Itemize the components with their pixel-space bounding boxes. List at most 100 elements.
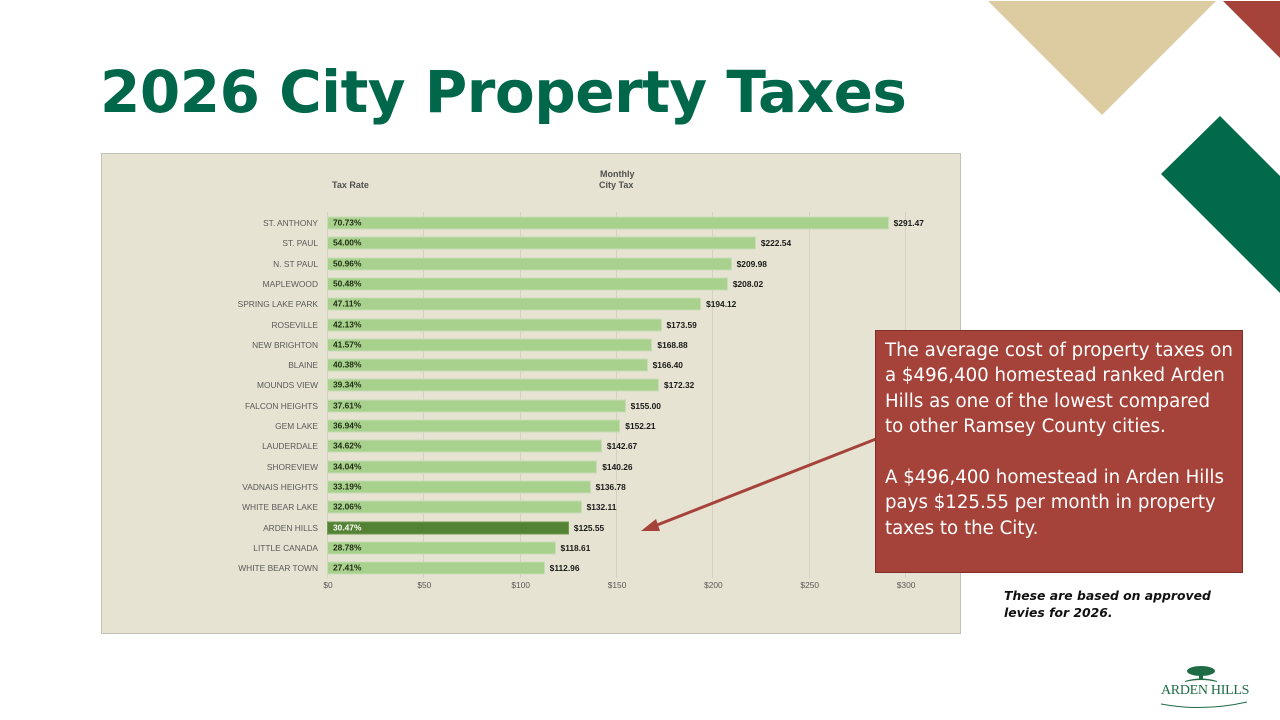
tax-rate-label: 36.94% xyxy=(333,420,362,431)
tax-rate-label: 50.96% xyxy=(333,258,362,269)
tax-rate-label: 40.38% xyxy=(333,359,362,370)
monthly-tax-label: $222.54 xyxy=(760,238,792,249)
callout-box: The average cost of property taxes on a … xyxy=(875,330,1243,573)
city-label: LAUDERDALE xyxy=(262,441,318,452)
arden-hills-logo: ARDEN HILLS xyxy=(1157,664,1249,710)
x-axis-tick-label: $100 xyxy=(511,580,531,591)
gridline xyxy=(327,212,328,579)
bar: 27.41% xyxy=(327,561,545,575)
city-label: SHOREVIEW xyxy=(266,461,318,472)
monthly-tax-label: $125.55 xyxy=(573,522,605,533)
gridline xyxy=(616,212,618,579)
tax-rate-label: 34.62% xyxy=(333,440,362,451)
gridline xyxy=(808,212,810,579)
gridline xyxy=(712,212,714,579)
bar: 34.62% xyxy=(327,439,602,453)
bar: 39.34% xyxy=(327,378,660,392)
tax-rate-label: 41.57% xyxy=(333,339,362,350)
red-triangle-shape xyxy=(1223,1,1280,58)
bar: 36.94% xyxy=(327,419,621,433)
monthly-tax-label: $209.98 xyxy=(736,258,767,269)
monthly-tax-label: $112.96 xyxy=(549,563,580,574)
x-axis-tick-label: $200 xyxy=(704,580,723,591)
bar: 50.48% xyxy=(327,277,728,291)
city-label: ARDEN HILLS xyxy=(263,522,318,533)
page-title: 2026 City Property Taxes xyxy=(100,58,907,126)
bar: 37.61% xyxy=(327,399,626,413)
tax-rate-label: 30.47% xyxy=(333,522,362,532)
tax-rate-label: 70.73% xyxy=(333,217,362,228)
city-label: LITTLE CANADA xyxy=(253,542,318,553)
callout-paragraph-2: A $496,400 homestead in Arden Hills pays… xyxy=(885,467,1224,539)
city-label: BLAINE xyxy=(288,360,318,371)
city-label: FALCON HEIGHTS xyxy=(244,400,318,411)
monthly-tax-label: $172.32 xyxy=(664,380,695,391)
monthly-tax-label: $208.02 xyxy=(732,278,764,289)
footnote: These are based on approved levies for 2… xyxy=(1004,588,1211,620)
monthly-tax-label: $168.88 xyxy=(657,339,688,350)
monthly-tax-label: $136.78 xyxy=(595,481,626,492)
city-label: NEW BRIGHTON xyxy=(252,339,318,350)
monthly-tax-label: $132.11 xyxy=(586,502,617,513)
monthly-tax-header: Monthly City Tax xyxy=(599,169,635,191)
tax-rate-label: 28.78% xyxy=(333,542,362,553)
highlighted-bar: 30.47% xyxy=(327,521,569,534)
tax-rate-label: 47.11% xyxy=(333,298,361,309)
x-axis-tick-label: $150 xyxy=(607,580,627,591)
bar: 28.78% xyxy=(327,541,556,555)
city-label: MAPLEWOOD xyxy=(262,278,318,289)
city-label: ST. PAUL xyxy=(282,238,318,249)
monthly-tax-header-line1: Monthly xyxy=(600,169,635,179)
city-label: MOUNDS VIEW xyxy=(257,380,318,391)
x-axis-tick-label: $300 xyxy=(896,580,916,591)
monthly-tax-label: $166.40 xyxy=(652,360,683,371)
bar: 47.11% xyxy=(327,297,702,311)
city-label: VADNAIS HEIGHTS xyxy=(242,481,318,492)
tax-rate-label: 54.00% xyxy=(333,237,362,248)
tax-chart: Tax Rate Monthly City Tax ST. ANTHONY 70.… xyxy=(101,153,961,634)
monthly-tax-label: $155.00 xyxy=(630,400,661,411)
tax-rate-label: 34.04% xyxy=(333,461,362,472)
monthly-tax-label: $194.12 xyxy=(706,299,737,310)
bar: 50.96% xyxy=(327,257,732,271)
bar: 34.04% xyxy=(327,460,598,474)
monthly-tax-label: $140.26 xyxy=(602,461,633,472)
tax-rate-label: 39.34% xyxy=(333,379,362,390)
city-label: ROSEVILLE xyxy=(271,319,318,330)
bar: 41.57% xyxy=(327,338,653,352)
tax-rate-label: 27.41% xyxy=(333,562,362,573)
tax-rate-label: 50.48% xyxy=(333,278,362,289)
tax-rate-label: 32.06% xyxy=(333,501,362,512)
bar: 40.38% xyxy=(327,358,648,372)
tax-rate-header: Tax Rate xyxy=(332,180,369,190)
logo-text: ARDEN HILLS xyxy=(1161,683,1250,698)
bar: 70.73% xyxy=(327,216,889,230)
gridline xyxy=(519,212,521,579)
bar: 42.13% xyxy=(327,318,662,331)
x-axis-tick-label: $0 xyxy=(323,580,333,591)
city-label: N. ST PAUL xyxy=(273,258,318,269)
city-label: WHITE BEAR LAKE xyxy=(242,502,318,513)
x-axis-tick-label: $50 xyxy=(417,580,432,591)
tax-rate-label: 33.19% xyxy=(333,481,362,492)
tan-triangle-shape xyxy=(988,1,1216,115)
tax-rate-label: 42.13% xyxy=(333,319,362,329)
monthly-tax-header-line2: City Tax xyxy=(599,180,634,190)
tree-icon xyxy=(1160,666,1248,709)
monthly-tax-label: $142.67 xyxy=(606,441,638,452)
gridline xyxy=(423,212,425,579)
bar: 33.19% xyxy=(327,480,591,494)
monthly-tax-label: $118.61 xyxy=(560,542,591,553)
city-label: ST. ANTHONY xyxy=(263,218,318,228)
callout-paragraph-1: The average cost of property taxes on a … xyxy=(885,340,1233,438)
bar: 32.06% xyxy=(327,500,582,514)
monthly-tax-label: $152.21 xyxy=(625,421,656,431)
city-label: SPRING LAKE PARK xyxy=(237,299,318,310)
x-axis-tick-label: $250 xyxy=(800,580,820,591)
monthly-tax-label: $291.47 xyxy=(893,218,924,228)
bar: 54.00% xyxy=(327,236,756,250)
city-label: GEM LAKE xyxy=(275,421,318,431)
green-diamond-shape xyxy=(1161,116,1280,293)
monthly-tax-label: $173.59 xyxy=(666,319,697,330)
city-label: WHITE BEAR TOWN xyxy=(238,563,318,574)
